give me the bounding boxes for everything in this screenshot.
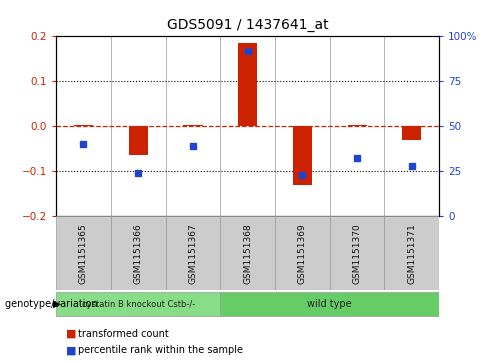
Bar [183, 125, 203, 126]
Bar [129, 126, 148, 155]
Bar [111, 216, 165, 290]
Text: ■: ■ [66, 329, 77, 339]
Text: GSM1151365: GSM1151365 [79, 223, 88, 284]
Text: cystatin B knockout Cstb-/-: cystatin B knockout Cstb-/- [81, 299, 195, 309]
Bar [293, 126, 312, 184]
Text: genotype/variation: genotype/variation [5, 299, 101, 309]
Text: ▶: ▶ [53, 299, 61, 309]
Text: GSM1151371: GSM1151371 [407, 223, 416, 284]
Bar [402, 126, 422, 140]
Text: GSM1151369: GSM1151369 [298, 223, 307, 284]
Bar [165, 216, 220, 290]
Bar [238, 43, 257, 126]
Text: transformed count: transformed count [78, 329, 169, 339]
Bar [385, 216, 439, 290]
Text: wild type: wild type [307, 299, 352, 309]
Bar [220, 216, 275, 290]
Text: GSM1151367: GSM1151367 [188, 223, 198, 284]
Text: GSM1151368: GSM1151368 [243, 223, 252, 284]
Bar [220, 292, 439, 316]
Text: GSM1151366: GSM1151366 [134, 223, 142, 284]
Title: GDS5091 / 1437641_at: GDS5091 / 1437641_at [167, 19, 328, 33]
Text: ■: ■ [66, 345, 77, 355]
Bar [275, 216, 330, 290]
Bar [347, 125, 366, 126]
Bar [330, 216, 385, 290]
Text: GSM1151370: GSM1151370 [353, 223, 362, 284]
Text: percentile rank within the sample: percentile rank within the sample [78, 345, 243, 355]
Bar [56, 292, 220, 316]
Bar [74, 125, 93, 126]
Bar [56, 216, 111, 290]
